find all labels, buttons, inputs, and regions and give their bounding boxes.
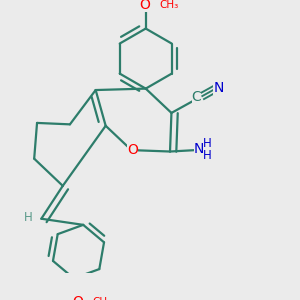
Text: H: H (24, 211, 33, 224)
Text: N: N (213, 81, 224, 95)
Text: H: H (203, 149, 212, 162)
Text: O: O (127, 143, 138, 158)
Text: O: O (139, 0, 150, 12)
Text: CH₃: CH₃ (92, 297, 112, 300)
Text: H: H (203, 137, 212, 150)
Text: CH₃: CH₃ (159, 0, 179, 10)
Text: C: C (192, 90, 202, 104)
Text: N: N (194, 142, 204, 156)
Text: O: O (73, 295, 83, 300)
